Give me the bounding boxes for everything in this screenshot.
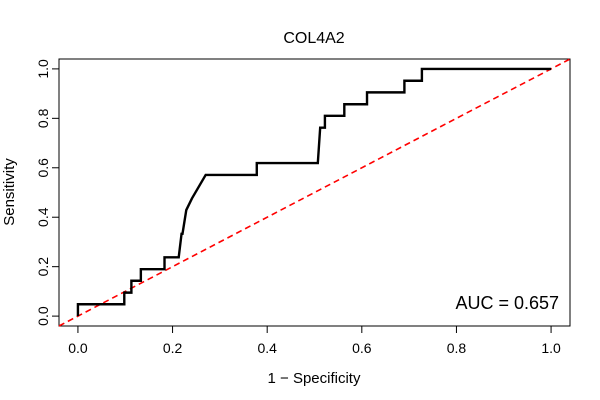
x-axis-label: 1 − Specificity — [268, 370, 361, 387]
y-tick-label: 1.0 — [35, 59, 51, 79]
x-tick-label: 1.0 — [541, 340, 561, 356]
roc-curve-line — [76, 67, 552, 317]
x-tick-label: 0.0 — [68, 340, 88, 356]
y-tick-label: 0.0 — [35, 306, 51, 326]
y-axis: 0.0 0.2 0.4 0.6 0.8 1.0 — [35, 59, 60, 326]
y-tick-label: 0.2 — [35, 257, 51, 277]
y-axis-label: Sensitivity — [1, 158, 18, 226]
x-tick-label: 0.4 — [257, 340, 277, 356]
reference-diagonal-line — [58, 58, 571, 327]
y-tick-label: 0.6 — [35, 158, 51, 178]
y-tick-label: 0.4 — [35, 207, 51, 227]
auc-annotation: AUC = 0.657 — [455, 293, 559, 313]
series-layer — [58, 58, 571, 327]
x-tick-label: 0.8 — [447, 340, 467, 356]
x-axis: 0.0 0.2 0.4 0.6 0.8 1.0 — [68, 325, 561, 356]
chart-title: COL4A2 — [283, 30, 344, 47]
x-tick-label: 0.2 — [163, 340, 183, 356]
y-tick-label: 0.8 — [35, 108, 51, 128]
x-tick-label: 0.6 — [352, 340, 372, 356]
